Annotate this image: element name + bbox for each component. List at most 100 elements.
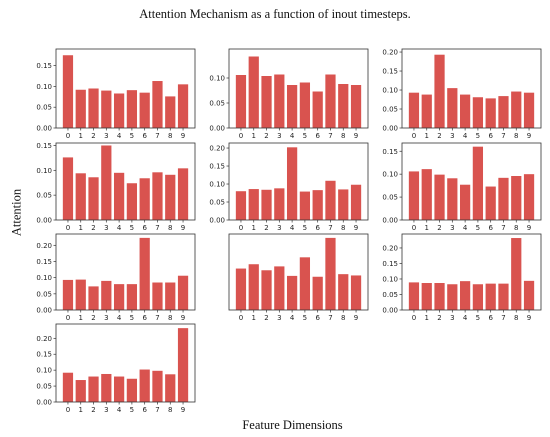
bar-5 (126, 284, 138, 310)
y-tick-label: 0.15 (36, 258, 52, 266)
x-tick-label: 3 (277, 132, 281, 140)
x-tick-label: 8 (168, 132, 172, 140)
bar-7 (325, 74, 336, 128)
x-tick-label: 2 (264, 314, 268, 322)
bar-4 (286, 85, 298, 128)
x-tick-label: 9 (527, 314, 531, 322)
plot-frame (401, 142, 542, 221)
bar-1 (248, 264, 259, 310)
x-tick-label: 8 (514, 132, 518, 140)
x-tick-label: 9 (527, 132, 531, 140)
bar-5 (472, 97, 484, 128)
x-tick-label: 3 (104, 132, 108, 140)
x-tick-label: 3 (450, 314, 454, 322)
bar-9 (350, 275, 362, 310)
subplot-1: 0 1 2 3 4 5 6 7 8 9 0.00 0.05 0.10 0.15 (36, 48, 196, 140)
y-tick-label: 0.05 (36, 192, 52, 200)
plot-frame (55, 323, 196, 403)
x-tick-label: 4 (463, 314, 468, 322)
bar-7 (498, 177, 509, 220)
x-tick-label: 4 (290, 314, 295, 322)
bar-9 (350, 184, 362, 220)
bar-7 (152, 370, 163, 402)
figure-title: Attention Mechanism as a function of ino… (139, 7, 411, 21)
x-tick-label: 5 (303, 224, 307, 232)
y-tick-label: 0.20 (36, 335, 52, 343)
x-tick-label: 9 (354, 132, 358, 140)
bar-4 (286, 147, 298, 220)
x-tick-label: 2 (91, 406, 95, 414)
bar-0 (62, 279, 74, 310)
bar-3 (101, 90, 112, 128)
x-tick-label: 9 (181, 224, 185, 232)
y-tick-label: 0.05 (36, 290, 52, 298)
x-tick-label: 5 (303, 132, 307, 140)
x-tick-label: 3 (450, 132, 454, 140)
bar-8 (338, 274, 349, 310)
plot-frame (55, 233, 196, 311)
bar-3 (101, 145, 112, 220)
y-tick-label: 0.10 (382, 171, 398, 179)
bar-7 (498, 96, 509, 128)
bar-6 (139, 92, 150, 128)
x-tick-label: 7 (155, 314, 159, 322)
x-tick-label: 4 (463, 132, 468, 140)
x-tick-label: 2 (437, 132, 441, 140)
plot-frame (401, 233, 542, 311)
x-tick-label: 8 (341, 314, 345, 322)
bar-2 (434, 283, 445, 310)
x-tick-label: 0 (66, 406, 70, 414)
bar-6 (485, 283, 496, 310)
x-tick-label: 0 (66, 224, 70, 232)
x-tick-label: 7 (328, 132, 332, 140)
subplot-2: 0 1 2 3 4 5 6 7 8 9 0.00 0.05 0.10 (209, 48, 369, 140)
x-tick-label: 5 (130, 406, 134, 414)
x-tick-label: 6 (488, 314, 493, 322)
x-tick-label: 4 (117, 132, 122, 140)
bar-8 (165, 282, 176, 310)
x-tick-label: 8 (514, 224, 518, 232)
plot-frame (228, 48, 369, 129)
bar-5 (126, 183, 138, 220)
x-tick-label: 7 (501, 132, 505, 140)
subplot-10: 0 1 2 3 4 5 6 7 8 9 0.00 0.05 0.10 0.15 0.20 (36, 323, 196, 414)
x-tick-label: 7 (328, 224, 332, 232)
bar-9 (523, 280, 535, 310)
x-tick-label: 0 (66, 132, 70, 140)
bar-5 (126, 378, 138, 402)
bar-6 (312, 91, 323, 128)
x-tick-label: 1 (252, 314, 256, 322)
y-tick-label: 0.15 (36, 142, 52, 150)
bar-0 (62, 157, 74, 220)
bar-2 (88, 376, 99, 402)
x-tick-label: 1 (425, 224, 429, 232)
y-tick-label: 0.15 (382, 148, 398, 156)
x-tick-label: 2 (91, 132, 95, 140)
bar-4 (459, 94, 471, 128)
x-tick-label: 4 (463, 224, 468, 232)
y-tick-label: 0.10 (209, 75, 225, 83)
plot-frame (228, 142, 369, 221)
bar-8 (511, 176, 522, 220)
subplot-7: 0 1 2 3 4 5 6 7 8 9 0.00 0.05 0.10 0.15 0.20 (36, 233, 196, 322)
bar-7 (498, 283, 509, 310)
bar-1 (75, 279, 86, 310)
x-tick-label: 6 (488, 132, 493, 140)
y-tick-label: 0.10 (209, 181, 225, 189)
x-tick-label: 6 (142, 224, 147, 232)
x-tick-label: 4 (290, 132, 295, 140)
x-tick-label: 9 (181, 314, 185, 322)
x-tick-label: 5 (476, 314, 480, 322)
bar-2 (261, 76, 272, 128)
x-tick-label: 9 (527, 224, 531, 232)
x-tick-label: 6 (142, 132, 147, 140)
x-tick-label: 5 (130, 314, 134, 322)
bar-6 (139, 369, 150, 402)
y-tick-label: 0.20 (209, 145, 225, 153)
bar-6 (312, 190, 323, 220)
bar-2 (434, 54, 445, 129)
bar-2 (88, 177, 99, 220)
bar-1 (421, 283, 432, 310)
plot-frame (55, 142, 196, 221)
